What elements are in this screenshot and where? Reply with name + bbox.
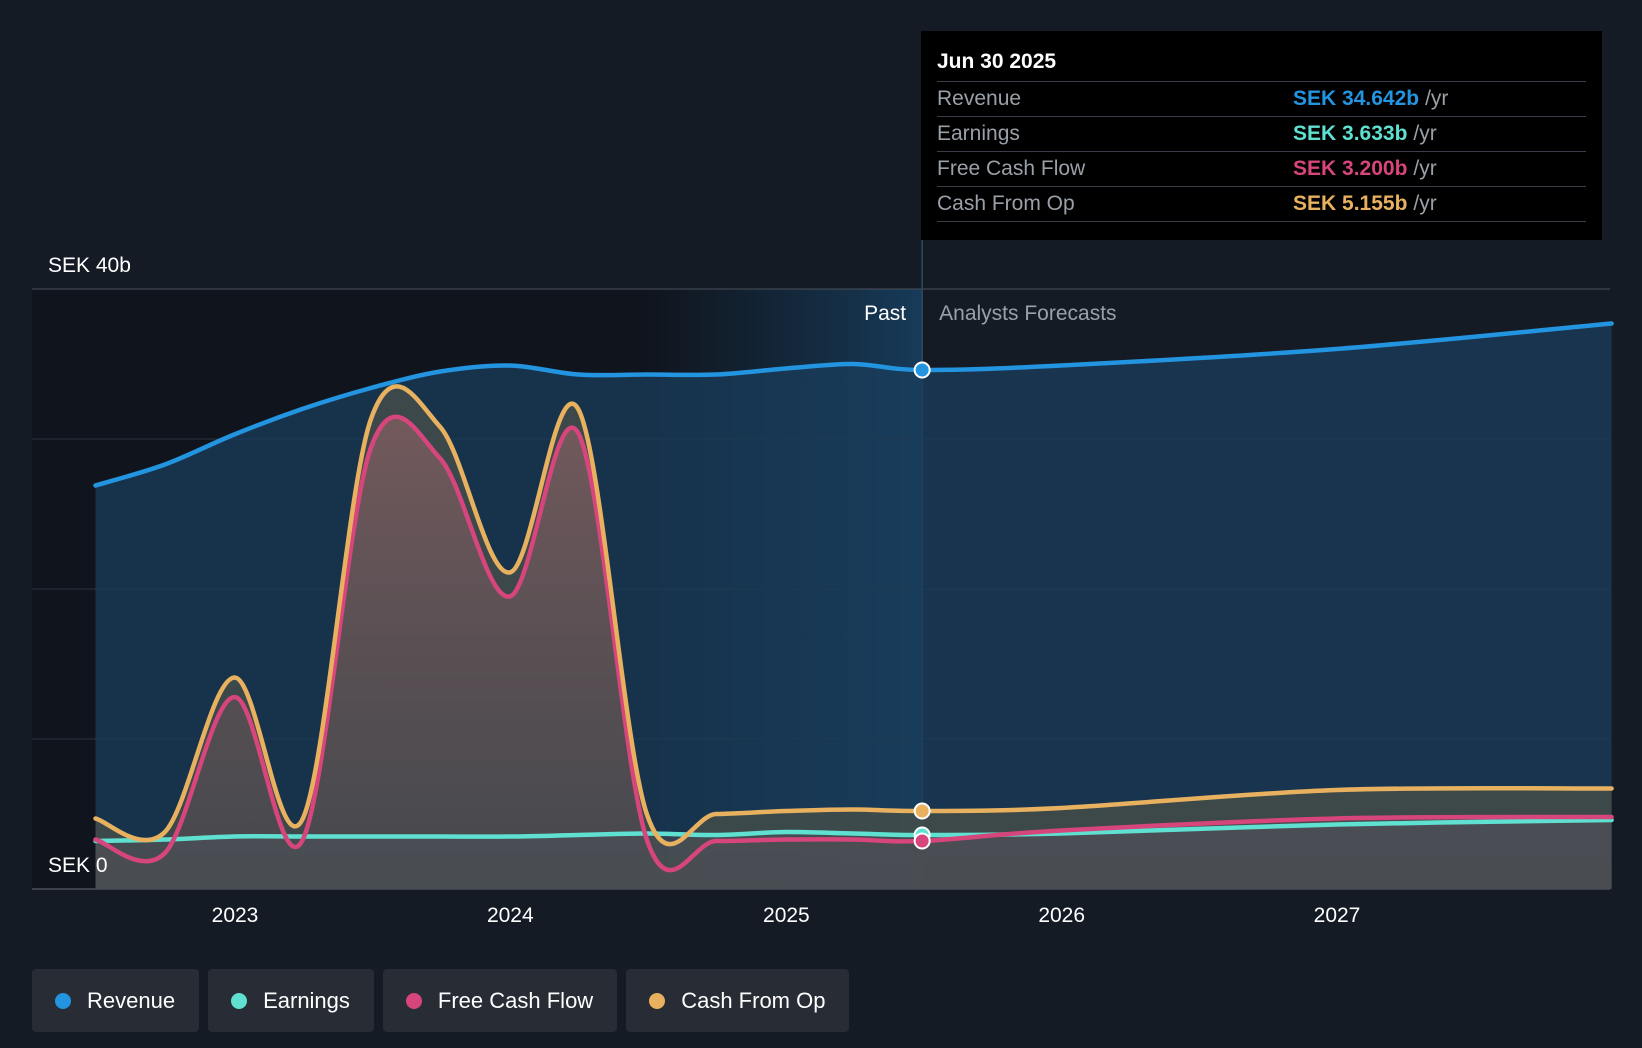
tooltip-row-value: SEK 3.633b bbox=[1293, 122, 1408, 145]
x-tick-label-2023: 2023 bbox=[212, 904, 259, 927]
chart-legend: Revenue Earnings Free Cash Flow Cash From O… bbox=[32, 969, 850, 1032]
tooltip-row: Earnings SEK 3.633b/yr bbox=[937, 116, 1586, 151]
tooltip-row: Free Cash Flow SEK 3.200b/yr bbox=[937, 151, 1586, 186]
x-tick-label-2027: 2027 bbox=[1314, 904, 1361, 927]
forecast-label: Analysts Forecasts bbox=[939, 302, 1116, 325]
tooltip-row-label: Revenue bbox=[937, 87, 1022, 110]
legend-dot-icon bbox=[649, 992, 666, 1009]
legend-item-cash-from-op[interactable]: Cash From Op bbox=[626, 969, 850, 1032]
revenue-marker bbox=[913, 361, 931, 379]
free-cash-flow-area bbox=[95, 416, 1612, 889]
legend-item-revenue[interactable]: Revenue bbox=[32, 969, 200, 1032]
legend-dot-icon bbox=[405, 992, 422, 1009]
tooltip-row-value: SEK 5.155b bbox=[1293, 192, 1408, 215]
tooltip-row-label: Cash From Op bbox=[937, 192, 1075, 215]
y-axis-label-bottom: SEK 0 bbox=[48, 854, 108, 877]
tooltip-row-unit: /yr bbox=[1413, 122, 1437, 145]
tooltip-row-value: SEK 34.642b bbox=[1293, 87, 1420, 110]
tooltip-row-value: SEK 3.200b bbox=[1293, 157, 1408, 180]
free-cash-flow-line bbox=[93, 414, 1614, 873]
legend-item-earnings[interactable]: Earnings bbox=[208, 969, 374, 1032]
past-label: Past bbox=[864, 302, 906, 325]
tooltip-row: Cash From Op SEK 5.155b/yr bbox=[937, 186, 1586, 222]
x-tick-label-2026: 2026 bbox=[1038, 904, 1085, 927]
tooltip-row-unit: /yr bbox=[1413, 157, 1437, 180]
earnings-line bbox=[93, 817, 1614, 844]
legend-label: Free Cash Flow bbox=[437, 987, 594, 1013]
legend-dot-icon bbox=[55, 992, 71, 1009]
hover-tooltip: Jun 30 2025 Revenue SEK 34.642b/yr Earning… bbox=[921, 31, 1602, 240]
cash-from-op-marker bbox=[913, 802, 931, 820]
y-axis-label-top: SEK 40b bbox=[48, 254, 131, 277]
legend-label: Cash From Op bbox=[681, 987, 826, 1013]
legend-item-free-cash-flow[interactable]: Free Cash Flow bbox=[382, 969, 618, 1032]
tooltip-row-unit: /yr bbox=[1413, 192, 1437, 215]
x-tick-label-2025: 2025 bbox=[763, 904, 810, 927]
cash-from-op-line bbox=[93, 384, 1614, 847]
legend-dot-icon bbox=[231, 992, 248, 1009]
tooltip-row-label: Earnings bbox=[937, 122, 1020, 145]
free-cash-flow-marker bbox=[913, 832, 931, 850]
tooltip-row-label: Free Cash Flow bbox=[937, 157, 1086, 180]
legend-label: Earnings bbox=[263, 987, 350, 1013]
x-tick-label-2024: 2024 bbox=[487, 904, 534, 927]
revenue-line bbox=[93, 321, 1614, 488]
legend-label: Revenue bbox=[87, 987, 176, 1013]
tooltip-row: Revenue SEK 34.642b/yr bbox=[937, 81, 1586, 116]
tooltip-row-unit: /yr bbox=[1425, 87, 1449, 110]
tooltip-date: Jun 30 2025 bbox=[937, 50, 1057, 73]
